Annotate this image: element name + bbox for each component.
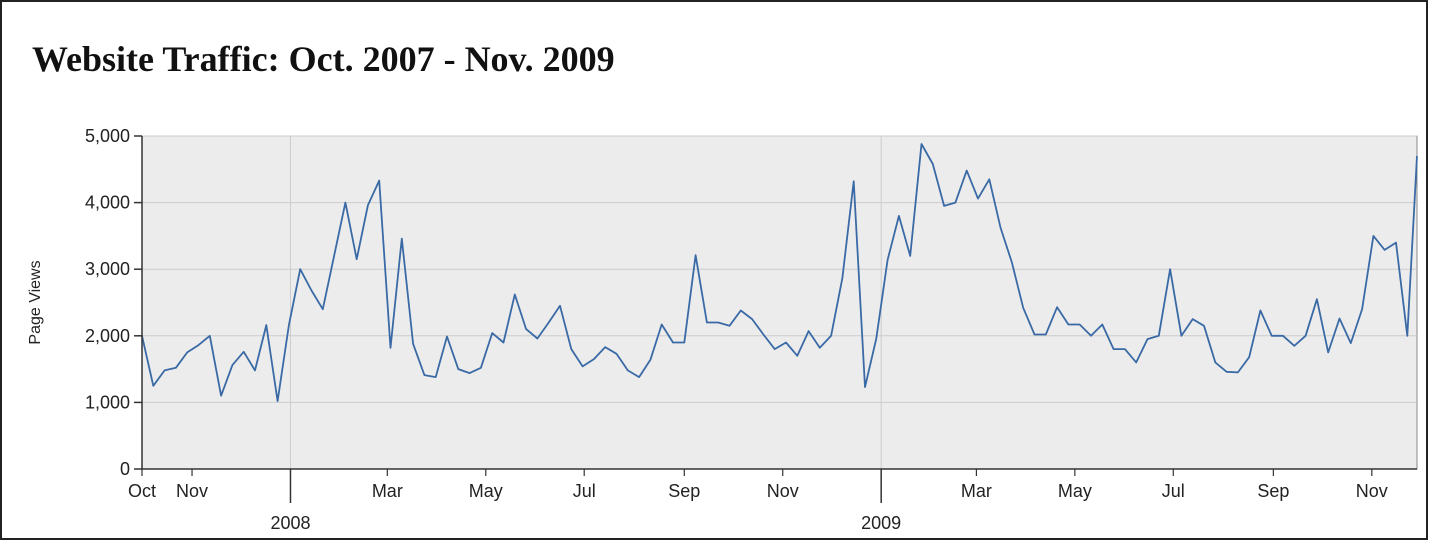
x-tick-label: Jul [1162, 481, 1185, 501]
series-layer [141, 143, 1418, 403]
y-tick-label: 5,000 [85, 126, 130, 146]
y-tick-label: 2,000 [85, 326, 130, 346]
year-label: 2008 [270, 513, 310, 529]
y-tick-label: 0 [120, 459, 130, 479]
chart-title: Website Traffic: Oct. 2007 - Nov. 2009 [32, 39, 615, 79]
y-tick-label: 4,000 [85, 193, 130, 213]
x-tick-label: Oct [128, 481, 156, 501]
chart-svg: 0 1,000 2,000 3,000 4,000 5,000 2008 2009 Oct Nov… [27, 126, 1418, 529]
y-tick-label: 3,000 [85, 259, 130, 279]
x-tick-label: May [1058, 481, 1092, 501]
labels: 0 1,000 2,000 3,000 4,000 5,000 2008 2009 Oct Nov… [27, 126, 1388, 529]
axes [134, 135, 1417, 503]
x-tick-label: Mar [372, 481, 403, 501]
x-tick-label: Jul [573, 481, 596, 501]
x-tick-label: Sep [1257, 481, 1289, 501]
plot-area [141, 135, 1418, 470]
y-axis-label: Page Views [27, 260, 44, 344]
x-tick-label: Mar [961, 481, 992, 501]
y-tick-label: 1,000 [85, 392, 130, 412]
series-line-page-views [141, 143, 1418, 403]
x-tick-label: May [469, 481, 503, 501]
year-label: 2009 [861, 513, 901, 529]
x-tick-label: Sep [668, 481, 700, 501]
x-tick-label: Nov [767, 481, 799, 501]
x-tick-label: Nov [176, 481, 208, 501]
x-tick-label: Nov [1356, 481, 1388, 501]
